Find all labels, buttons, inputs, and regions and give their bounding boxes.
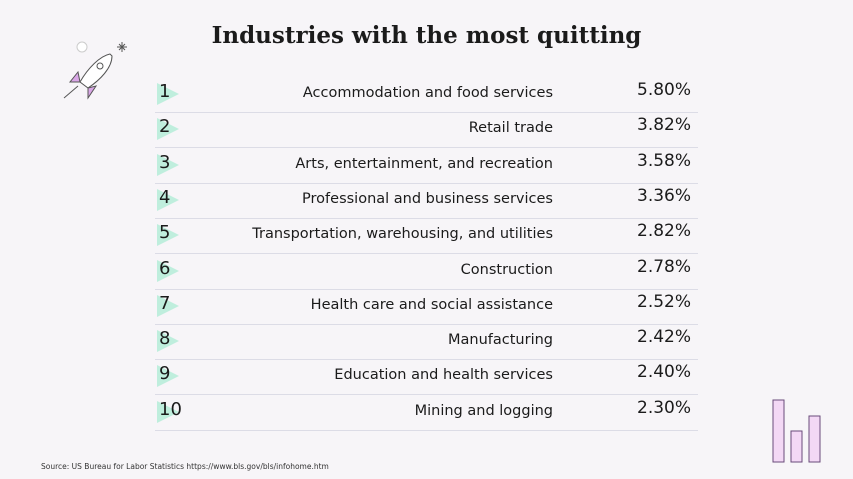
industry-name: Retail trade bbox=[468, 120, 553, 137]
table-row: 1 Accommodation and food services 5.80% bbox=[155, 77, 698, 113]
quit-rate: 2.30% bbox=[637, 397, 692, 418]
rank-marker bbox=[157, 400, 179, 423]
industry-name: Transportation, warehousing, and utiliti… bbox=[252, 226, 553, 243]
table-row: 6 Construction 2.78% bbox=[155, 254, 698, 290]
rank-marker bbox=[157, 224, 179, 247]
industry-name: Health care and social assistance bbox=[310, 296, 553, 313]
industry-name: Professional and business services bbox=[302, 190, 553, 207]
rank-marker bbox=[157, 153, 179, 176]
table-row: 4 Professional and business services 3.36% bbox=[155, 183, 698, 219]
quit-rate: 2.78% bbox=[637, 256, 692, 277]
table-row: 10 Mining and logging 2.30% bbox=[155, 395, 698, 431]
table-row: 7 Health care and social assistance 2.52% bbox=[155, 289, 698, 325]
rank: 2 bbox=[159, 116, 171, 138]
rank-marker bbox=[157, 294, 179, 317]
industry-name: Manufacturing bbox=[448, 332, 553, 349]
source-note: Source: US Bureau for Labor Statistics h… bbox=[41, 462, 329, 471]
table-row: 5 Transportation, warehousing, and utilit… bbox=[155, 218, 698, 255]
rank: 6 bbox=[159, 257, 171, 279]
industry-name: Accommodation and food services bbox=[302, 85, 553, 101]
title: Industries with the most quitting bbox=[211, 22, 642, 49]
quit-rate: 5.80% bbox=[637, 80, 692, 100]
bar-icon bbox=[772, 399, 821, 463]
table-row: 2 Retail trade 3.82% bbox=[155, 112, 698, 149]
quit-rate: 3.58% bbox=[637, 150, 692, 171]
quit-rate: 2.40% bbox=[637, 362, 692, 383]
rank: 3 bbox=[159, 151, 171, 173]
quit-rate: 3.36% bbox=[637, 185, 692, 206]
quit-rate: 2.52% bbox=[637, 291, 692, 312]
table-row: 8 Manufacturing 2.42% bbox=[155, 324, 698, 361]
quit-rate: 2.82% bbox=[637, 221, 692, 242]
rocket-icon bbox=[63, 41, 127, 100]
quit-rate: 2.42% bbox=[637, 327, 692, 348]
rank: 10 bbox=[159, 398, 182, 420]
industry-name: Education and health services bbox=[334, 367, 553, 384]
quit-rate: 3.82% bbox=[637, 115, 692, 136]
rank-marker bbox=[157, 83, 179, 105]
table-row: 3 Arts, entertainment, and recreation 3.58… bbox=[155, 148, 698, 184]
rank-marker bbox=[157, 118, 179, 141]
rank: 7 bbox=[159, 292, 171, 314]
rank-marker bbox=[157, 330, 179, 353]
rank: 4 bbox=[159, 186, 171, 208]
rank-marker bbox=[157, 188, 179, 211]
rank: 5 bbox=[159, 222, 171, 244]
rank: 9 bbox=[159, 363, 171, 385]
rank: 1 bbox=[159, 81, 171, 102]
rank-marker bbox=[157, 259, 179, 282]
rank: 8 bbox=[159, 328, 171, 350]
industry-name: Construction bbox=[460, 261, 553, 278]
industry-name: Mining and logging bbox=[414, 402, 553, 419]
industry-name: Arts, entertainment, and recreation bbox=[295, 155, 553, 172]
table-row: 9 Education and health services 2.40% bbox=[155, 359, 698, 396]
rank-marker bbox=[157, 365, 179, 388]
